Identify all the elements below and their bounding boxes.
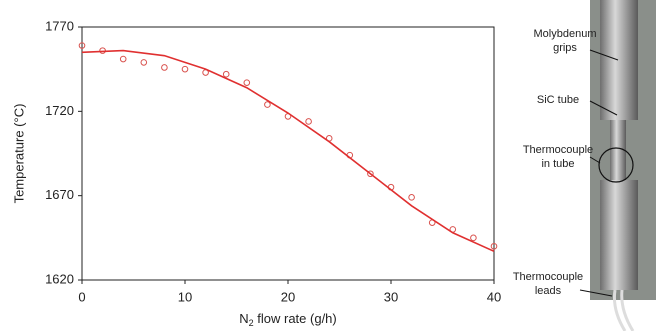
data-point	[264, 101, 271, 108]
label: Molybdenum	[534, 28, 597, 40]
data-point	[470, 234, 477, 242]
highlight-circle	[598, 147, 634, 183]
photo: Molybdenum grips SiC tube Thermocouple i…	[513, 0, 656, 332]
label: leads	[535, 285, 562, 297]
y-tick-label: 1620	[45, 271, 74, 286]
x-tick-label: 30	[384, 289, 398, 304]
label: Thermocouple	[523, 144, 593, 156]
x-label-part: N	[239, 311, 248, 326]
data-point	[367, 170, 374, 178]
x-tick-label: 0	[78, 289, 85, 304]
y-tick-label: 1720	[45, 103, 74, 118]
label: grips	[553, 42, 577, 54]
y-tick-label: 1670	[45, 187, 74, 202]
data-point	[243, 79, 251, 86]
data-point	[78, 42, 86, 49]
data-point	[181, 65, 189, 73]
arrow	[589, 100, 618, 116]
grip-upper	[600, 0, 638, 120]
data-point	[408, 194, 415, 201]
arrow	[589, 49, 619, 61]
y-tick-label: 1770	[45, 18, 74, 33]
data-point	[119, 55, 127, 63]
x-axis-label: N2 flow rate (g/h)	[239, 311, 337, 328]
arrow	[579, 289, 613, 297]
data-point	[490, 242, 498, 250]
x-tick-label: 10	[178, 289, 192, 304]
y-axis-label: Temperature (°C)	[11, 104, 26, 204]
x-label-part: flow rate (g/h)	[254, 311, 337, 326]
leads	[613, 289, 635, 332]
fit-line	[81, 49, 495, 253]
arrow	[589, 156, 601, 164]
x-tick-label: 20	[281, 289, 295, 304]
data-point	[140, 59, 148, 66]
label: in tube	[541, 158, 574, 170]
x-label-sub: 2	[249, 318, 254, 328]
data-point	[161, 64, 168, 71]
grip-lower	[600, 180, 638, 290]
label: Thermocouple	[513, 271, 583, 283]
data-point	[222, 70, 230, 78]
chart: 1620 1670 1720 1770 0 10 20 30 40 N2 flow rate (g…	[11, 18, 501, 328]
x-tick-label: 40	[487, 289, 501, 304]
data-point	[305, 118, 312, 125]
label: SiC tube	[537, 94, 579, 106]
